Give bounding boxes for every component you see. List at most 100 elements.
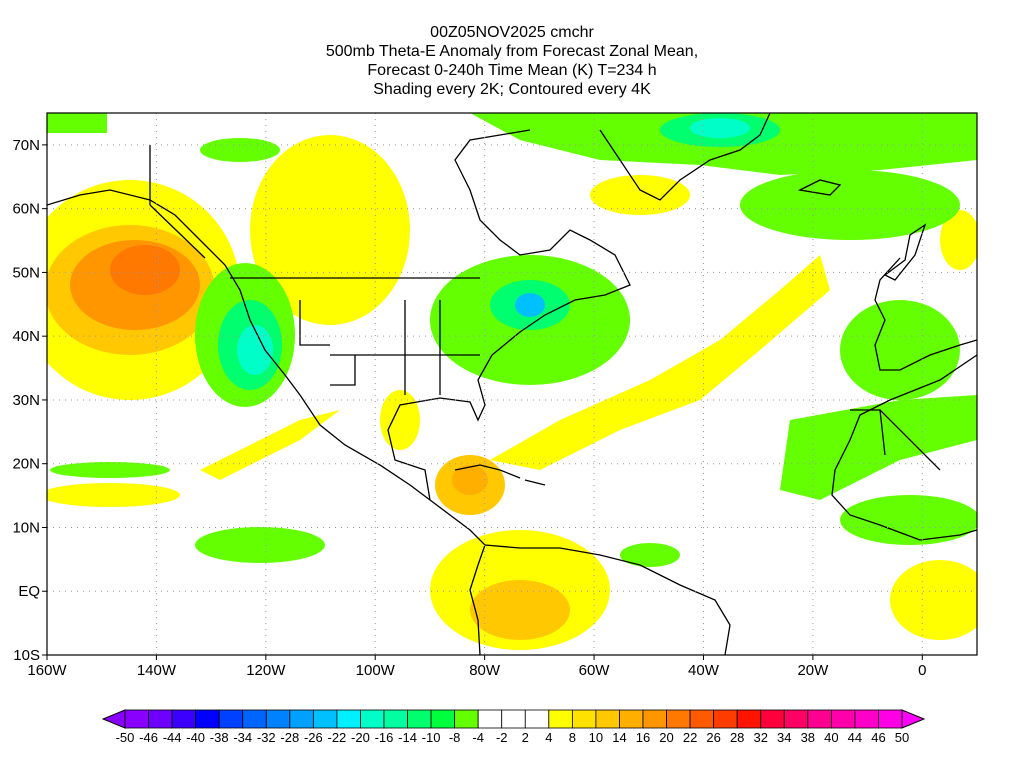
colorbar-swatch [666, 709, 691, 729]
colorbar-label: 20 [659, 730, 673, 745]
coastline-north-america-east [387, 129, 631, 501]
colorbar-label: 8 [569, 730, 576, 745]
colorbar-swatch [336, 709, 361, 729]
lat-tick-label: 60N [12, 201, 40, 218]
colorbar-label: 4 [545, 730, 552, 745]
title-line-2: 500mb Theta-E Anomaly from Forecast Zona… [325, 43, 699, 60]
anomaly-green-iberia [840, 300, 960, 400]
coastline-greenland [599, 113, 771, 201]
colorbar-swatch [383, 709, 408, 729]
lon-tick-label: 140W [137, 662, 177, 679]
coastlines [47, 113, 977, 655]
anomaly-yellow-atlantic-band [490, 255, 830, 470]
colorbar-label: 32 [753, 730, 767, 745]
colorbar-label: -40 [186, 730, 205, 745]
lon-tick-label: 60W [579, 662, 611, 679]
colorbar-swatch [148, 709, 173, 729]
lon-tick-label: 120W [246, 662, 286, 679]
lat-tick-label: 40N [12, 328, 40, 345]
anomaly-yellow-mexico [380, 390, 420, 450]
colorbar-swatch [642, 709, 667, 729]
colorbar-label: 38 [801, 730, 815, 745]
anomaly-orange-core [452, 465, 488, 495]
colorbar-swatch [548, 709, 573, 729]
anomaly-green-amazon [620, 543, 680, 567]
colorbar-label: -50 [116, 730, 135, 745]
colorbar-low-arrow [101, 709, 126, 729]
coastline-british-isles [883, 223, 927, 281]
colorbar-label: -38 [210, 730, 229, 745]
colorbar-label: -20 [351, 730, 370, 745]
anomaly-green-iceland [740, 170, 960, 240]
colorbar-swatch [807, 709, 832, 729]
colorbar-swatch [265, 709, 291, 729]
anomaly-gold-south-america [470, 580, 570, 640]
colorbar-swatch [854, 709, 879, 729]
colorbar-label: 10 [589, 730, 603, 745]
colorbar-label: 28 [730, 730, 744, 745]
colorbar-label: 16 [636, 730, 650, 745]
colorbar-swatch [430, 709, 456, 729]
political-boundaries [149, 145, 941, 471]
lat-tick-label: 70N [12, 137, 40, 154]
colorbar-swatch [360, 709, 385, 729]
colorbar-swatch [454, 709, 479, 729]
anomaly-blue-northeast [515, 293, 545, 317]
lat-tick-label: 10S [13, 647, 40, 664]
lon-tick-label: 20W [797, 662, 829, 679]
colorbar-swatch [595, 709, 620, 729]
map-title: 00Z05NOV2025 cmchr 500mb Theta-E Anomaly… [0, 23, 1024, 99]
coastline-caribbean [454, 464, 546, 486]
colorbar-swatch [242, 709, 267, 729]
colorbar-label: 40 [824, 730, 838, 745]
colorbar-swatch [407, 709, 432, 729]
coastline-africa [831, 354, 977, 541]
colorbar-label: -16 [375, 730, 394, 745]
lat-tick-label: 10N [12, 519, 40, 536]
colorbar-label: -4 [472, 730, 484, 745]
colorbar-label: -2 [496, 730, 508, 745]
axis-labels: 160W 140W 120W 100W 80W 60W 40W 20W 0 70N 60N 50N 40… [12, 137, 926, 679]
colorbar-label: 22 [683, 730, 697, 745]
colorbar-label: 14 [612, 730, 626, 745]
anomaly-green-africa-band [780, 395, 977, 500]
coastline-iceland [797, 179, 842, 196]
anomaly-yellow-labrador [590, 175, 690, 215]
anomaly-green-pacific-north [50, 462, 170, 478]
colorbar-label: 46 [871, 730, 885, 745]
title-line-3: Forecast 0-240h Time Mean (K) T=234 h [367, 62, 657, 79]
colorbar-swatch [477, 709, 503, 729]
coastline-americas-west [47, 189, 486, 655]
colorbar: -50 -46 -44 -40 -38 -34 -32 -28 -26 -22 -20 -16 -14-… [101, 709, 926, 745]
colorbar-label: 26 [706, 730, 720, 745]
colorbar-swatch [619, 709, 644, 729]
colorbar-swatch [878, 709, 903, 729]
anomaly-green-west-africa [840, 495, 977, 545]
lon-tick-label: 100W [356, 662, 396, 679]
colorbar-label: -46 [139, 730, 158, 745]
colorbar-label: -26 [304, 730, 323, 745]
colorbar-swatch [736, 709, 762, 729]
colorbar-label: -10 [422, 730, 441, 745]
colorbar-label: -14 [398, 730, 417, 745]
colorbar-swatch [312, 709, 338, 729]
anomaly-cyan-west-coast [237, 325, 273, 375]
coastline-south-america-north [484, 544, 731, 655]
anomaly-green-pacific [195, 527, 325, 563]
colorbar-label: -32 [257, 730, 276, 745]
colorbar-swatch [124, 709, 149, 729]
anomaly-green-alaska [47, 113, 107, 133]
title-line-4: Shading every 2K; Contoured every 4K [373, 81, 651, 98]
colorbar-swatch [289, 709, 314, 729]
colorbar-swatch [689, 709, 715, 729]
coastline-europe [874, 257, 977, 371]
colorbar-label: 44 [848, 730, 862, 745]
anomaly-cyan-greenland [690, 118, 750, 138]
lat-tick-label: EQ [18, 583, 40, 600]
shading-layer [47, 113, 977, 650]
colorbar-label: 2 [522, 730, 529, 745]
lon-tick-label: 0 [918, 662, 926, 679]
title-line-1: 00Z05NOV2025 cmchr [430, 24, 594, 41]
colorbar-label: 50 [895, 730, 909, 745]
